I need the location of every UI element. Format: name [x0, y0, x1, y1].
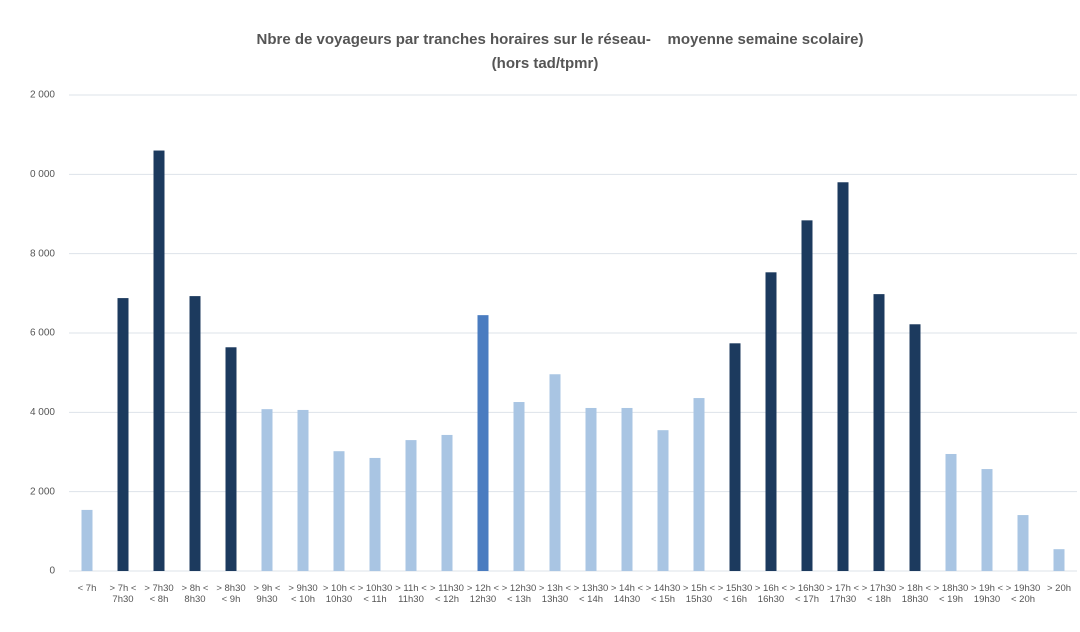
- x-tick-label: > 15h30 < 16h: [717, 583, 753, 605]
- x-tick-label: > 18h30 < 19h: [933, 583, 969, 605]
- x-tick-label: > 14h < 14h30: [610, 583, 644, 605]
- x-tick-label: > 13h30 < 14h: [573, 583, 609, 605]
- y-tick-label: 0: [49, 566, 55, 577]
- x-tick-label: > 16h30 < 17h: [789, 583, 825, 605]
- bar: [1017, 515, 1029, 571]
- x-tick-label: > 17h < 17h30: [826, 583, 860, 605]
- bar: [837, 182, 849, 571]
- bar: [513, 402, 525, 571]
- bar: [405, 440, 417, 571]
- x-tick-label: > 12h < 12h30: [466, 583, 500, 605]
- bar: [189, 296, 201, 571]
- y-tick-label: 0 000: [30, 169, 55, 180]
- bar: [477, 315, 489, 571]
- x-tick-label: > 7h30 < 8h: [144, 583, 174, 605]
- x-tick-label: > 16h < 16h30: [754, 583, 788, 605]
- bar: [729, 343, 741, 571]
- x-tick-label: > 20h: [1046, 583, 1072, 594]
- y-tick-label: 6 000: [30, 328, 55, 339]
- x-tick-label: > 15h < 15h30: [682, 583, 716, 605]
- bar: [225, 347, 237, 571]
- y-tick-label: 2 000: [30, 90, 55, 101]
- x-tick-label: > 8h30 < 9h: [216, 583, 246, 605]
- x-tick-label: > 18h < 18h30: [898, 583, 932, 605]
- x-tick-label: > 13h < 13h30: [538, 583, 572, 605]
- y-tick-label: 4 000: [30, 407, 55, 418]
- bar: [945, 453, 957, 571]
- x-tick-label: < 7h: [77, 583, 97, 594]
- bar: [693, 398, 705, 571]
- bar: [981, 469, 993, 571]
- bar: [333, 451, 345, 571]
- bar: [1053, 549, 1065, 571]
- x-tick-label: > 11h < 11h30: [395, 583, 427, 605]
- bar: [441, 434, 453, 571]
- bar: [153, 150, 165, 572]
- bar: [765, 272, 777, 571]
- bar: [81, 509, 93, 571]
- x-tick-label: > 19h30 < 20h: [1005, 583, 1041, 605]
- chart-subtitle: (hors tad/tpmr): [492, 55, 599, 72]
- y-tick-label: 2 000: [30, 486, 55, 497]
- bar: [621, 407, 633, 571]
- bar: [549, 374, 561, 571]
- x-tick-label: > 12h30 < 13h: [501, 583, 537, 605]
- bar: [297, 409, 309, 571]
- x-tick-label: > 8h < 8h30: [181, 583, 209, 605]
- x-tick-label: > 9h < 9h30: [253, 583, 281, 605]
- x-tick-label: > 17h30 < 18h: [861, 583, 897, 605]
- x-tick-label: > 10h30 < 11h: [357, 583, 393, 605]
- bar: [585, 407, 597, 571]
- bar: [369, 457, 381, 571]
- y-tick-label: 8 000: [30, 248, 55, 259]
- x-tick-label: > 19h < 19h30: [970, 583, 1004, 605]
- bar: [261, 409, 273, 571]
- x-tick-label: > 7h < 7h30: [109, 583, 137, 605]
- bar: [657, 430, 669, 571]
- x-tick-label: > 14h30 < 15h: [645, 583, 681, 605]
- bar: [117, 298, 129, 571]
- bar: [801, 220, 813, 571]
- bar: [909, 324, 921, 571]
- chart-title: Nbre de voyageurs par tranches horaires …: [257, 31, 864, 48]
- x-tick-label: > 10h < 10h30: [322, 583, 356, 605]
- x-tick-label: > 9h30 < 10h: [288, 583, 318, 605]
- bar: [873, 294, 885, 571]
- x-tick-label: > 11h30 < 12h: [430, 583, 464, 605]
